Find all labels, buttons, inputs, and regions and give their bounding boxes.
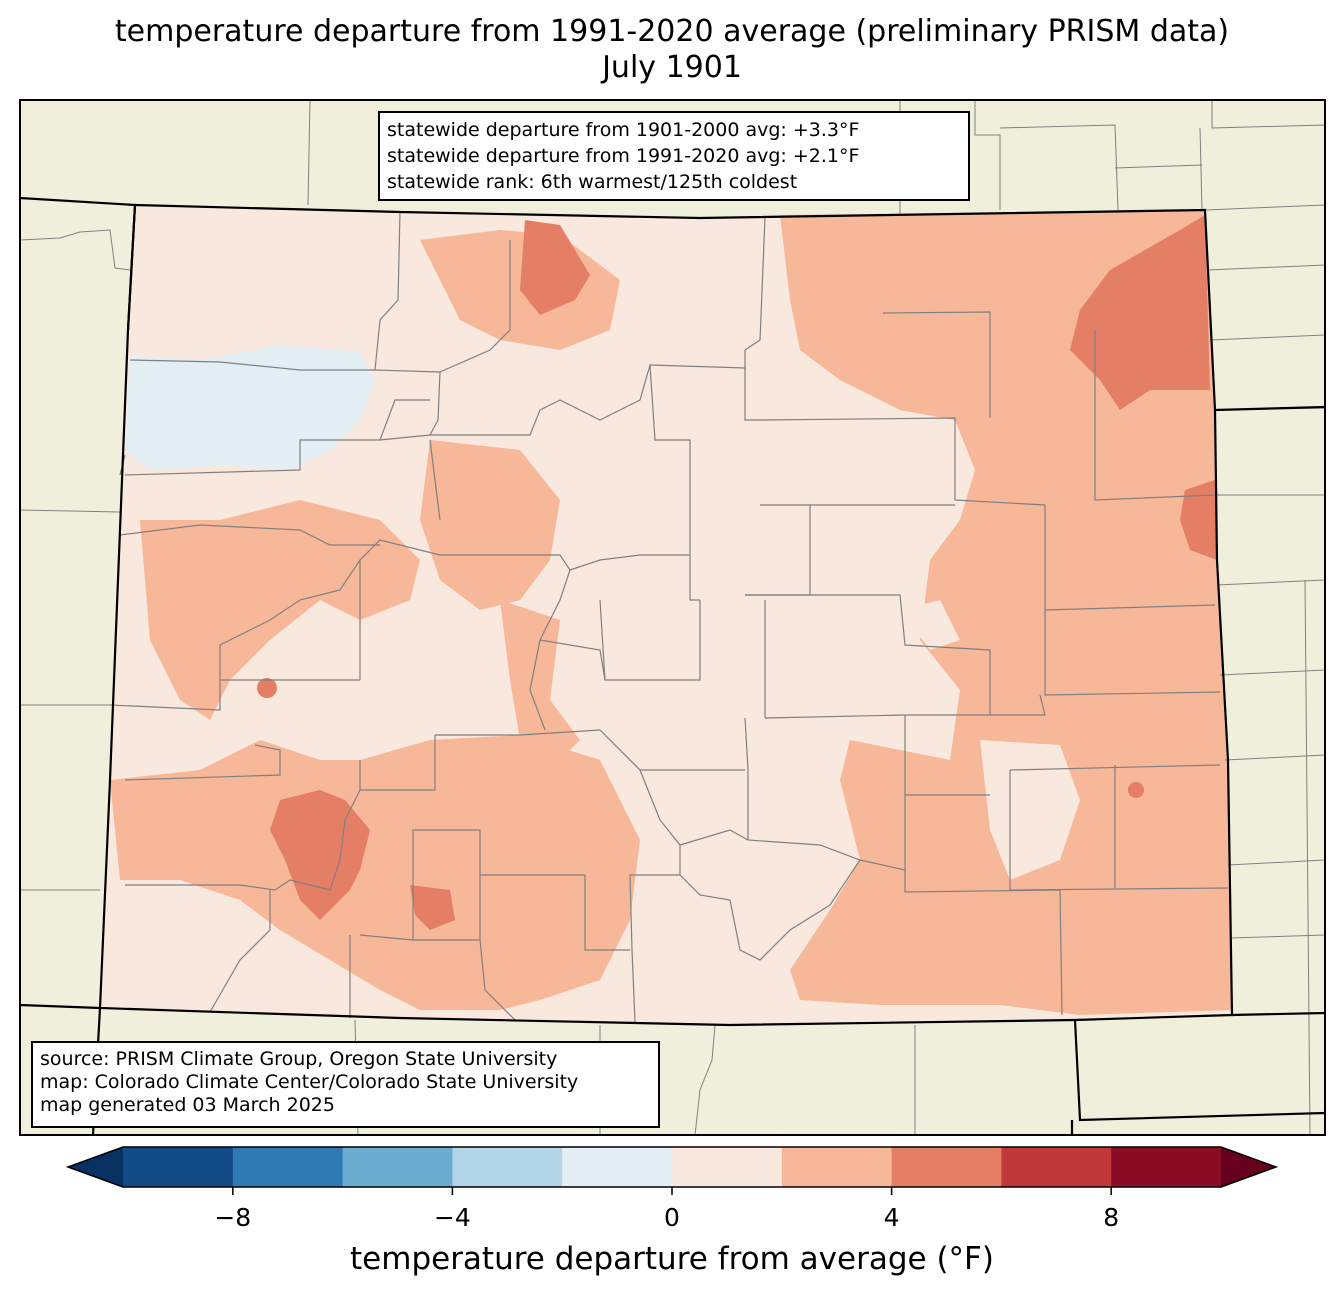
title-line-2: July 1901: [602, 50, 742, 85]
warmer-region-north-park: [520, 220, 590, 315]
colorbar-extend-high: [1221, 1147, 1276, 1187]
colorbar-segment: [891, 1147, 1002, 1187]
state-borders: [19, 196, 1326, 1136]
colorbar-segment: [1001, 1147, 1112, 1187]
warm-region-central: [420, 440, 560, 610]
neutral-hole-east: [980, 740, 1080, 880]
colorbar-segment: [342, 1147, 453, 1187]
warm-region-southwest: [110, 735, 640, 1010]
stats-line-1: statewide departure from 1901-2000 avg: …: [387, 119, 860, 141]
warm-region-west: [140, 500, 420, 720]
credits-box: source: PRISM Climate Group, Oregon Stat…: [31, 1041, 660, 1128]
warmer-spot: [257, 678, 277, 698]
cool-region-northwest: [125, 345, 375, 470]
colorbar-tick-label: 4: [883, 1203, 900, 1232]
neutral-hole-plains: [900, 600, 960, 650]
title-line-1: temperature departure from 1991-2020 ave…: [114, 14, 1230, 49]
credits-line-1: source: PRISM Climate Group, Oregon Stat…: [40, 1048, 558, 1070]
neighbor-county-lines: [19, 99, 1326, 1136]
credits-line-2: map: Colorado Climate Center/Colorado St…: [40, 1071, 579, 1093]
warmer-spot: [1128, 782, 1144, 798]
colorbar-extend-low: [68, 1147, 123, 1187]
warm-region-southcentral: [500, 600, 580, 760]
warmer-region-northeast: [1070, 215, 1210, 410]
stats-line-2: statewide departure from 1991-2020 avg: …: [387, 145, 860, 167]
warmer-region-east-edge: [1180, 480, 1217, 560]
warmer-region-south: [410, 885, 455, 930]
stats-line-3: statewide rank: 6th warmest/125th coldes…: [387, 171, 798, 193]
colorbar-segment: [452, 1147, 563, 1187]
map-title: temperature departure from 1991-2020 ave…: [0, 14, 1344, 86]
colorbar-segment: [781, 1147, 893, 1187]
county-boundaries: [109, 211, 1229, 1023]
colorbar-tick-label: −8: [214, 1203, 252, 1232]
colorbar-segment: [672, 1147, 783, 1187]
credits-line-3: map generated 03 March 2025: [40, 1094, 335, 1116]
colorbar-tick-label: 0: [664, 1203, 680, 1232]
statewide-stats-box: statewide departure from 1901-2000 avg: …: [378, 111, 970, 201]
colorbar-segment: [1111, 1147, 1222, 1187]
colorbar-tick-label: −4: [433, 1203, 471, 1232]
colorbar-segment: [232, 1147, 344, 1187]
colorbar-label: temperature departure from average (°F): [350, 1241, 994, 1277]
colorbar-segment: [123, 1147, 234, 1187]
colorbar-segment: [562, 1147, 673, 1187]
colorbar-outline: [65, 1146, 1279, 1188]
warm-region-east: [780, 210, 1232, 1015]
colorbar-tick-label: 8: [1103, 1203, 1120, 1232]
map-frame: [19, 99, 1326, 1136]
